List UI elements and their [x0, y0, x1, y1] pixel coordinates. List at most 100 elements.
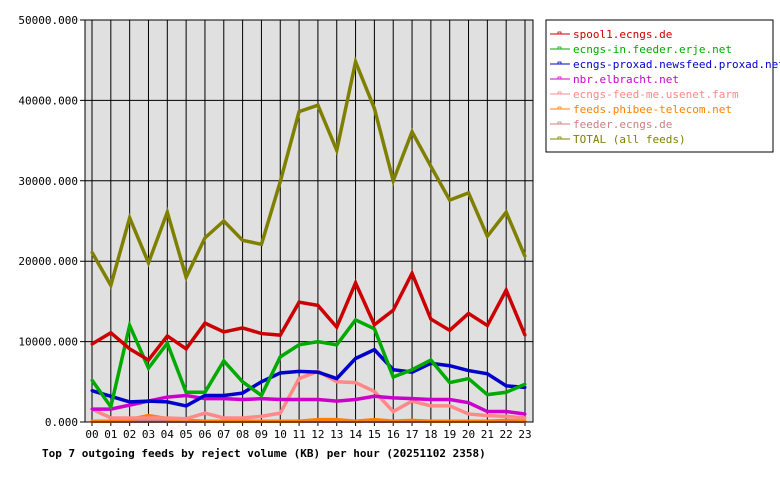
- data-point: [391, 308, 395, 312]
- data-point: [391, 179, 395, 183]
- x-tick-label: 18: [424, 428, 437, 441]
- data-point: [410, 130, 414, 134]
- data-point: [203, 411, 207, 415]
- data-point: [259, 414, 263, 418]
- data-point: [241, 391, 245, 395]
- x-tick-label: 21: [481, 428, 494, 441]
- data-point: [467, 369, 471, 373]
- data-point: [109, 331, 113, 335]
- data-point: [128, 403, 132, 407]
- data-point: [429, 358, 433, 362]
- legend-item: ecngs-feed-me.usenet.farm: [550, 88, 739, 101]
- legend-marker: [557, 91, 562, 95]
- legend-marker: [557, 76, 562, 80]
- data-point: [259, 397, 263, 401]
- data-point: [241, 326, 245, 330]
- data-point: [109, 405, 113, 409]
- x-axis-ticks: 00 01 02 03 04 05 06 07 08 09 10 11 12 13 14 15 16 17 18 19…: [85, 428, 531, 441]
- x-tick-label: 05: [180, 428, 193, 441]
- legend-marker: [557, 46, 562, 50]
- data-point: [467, 377, 471, 381]
- data-point: [278, 180, 282, 184]
- data-point: [278, 333, 282, 337]
- data-point: [241, 380, 245, 384]
- x-tick-label: 14: [349, 428, 363, 441]
- data-point: [354, 381, 358, 385]
- data-point: [90, 342, 94, 346]
- data-point: [278, 411, 282, 415]
- x-tick-label: 20: [462, 428, 475, 441]
- data-point: [128, 347, 132, 351]
- data-point: [504, 390, 508, 394]
- data-point: [128, 400, 132, 404]
- data-point: [504, 414, 508, 418]
- data-point: [241, 416, 245, 420]
- data-point: [354, 356, 358, 360]
- data-point: [429, 164, 433, 168]
- data-point: [222, 219, 226, 223]
- data-point: [184, 393, 188, 397]
- data-point: [335, 377, 339, 381]
- x-tick-label: 22: [500, 428, 513, 441]
- data-point: [222, 416, 226, 420]
- series-line: [92, 393, 526, 416]
- legend-item: ecngs-proxad.newsfeed.proxad.net: [550, 58, 780, 71]
- data-point: [354, 397, 358, 401]
- data-point: [316, 397, 320, 401]
- data-point: [429, 404, 433, 408]
- data-point: [146, 366, 150, 370]
- data-point: [485, 410, 489, 414]
- data-point: [165, 210, 169, 214]
- data-point: [184, 347, 188, 351]
- data-point: [335, 343, 339, 347]
- data-point: [297, 300, 301, 304]
- data-point: [448, 381, 452, 385]
- data-point: [241, 397, 245, 401]
- data-point: [467, 401, 471, 405]
- data-point: [410, 397, 414, 401]
- x-tick-label: 13: [330, 428, 343, 441]
- data-point: [429, 317, 433, 321]
- data-point: [523, 412, 527, 416]
- data-point: [316, 340, 320, 344]
- data-point: [297, 343, 301, 347]
- chart-title: Top 7 outgoing feeds by reject volume (K…: [42, 447, 486, 460]
- y-tick-label: 20000.000: [18, 255, 78, 268]
- series-1: [90, 317, 527, 411]
- data-point: [222, 359, 226, 363]
- legend-label: feeds.phibee-telecom.net: [573, 103, 732, 116]
- data-point: [184, 404, 188, 408]
- x-tick-label: 12: [311, 428, 324, 441]
- legend-marker: [557, 61, 562, 65]
- data-point: [448, 198, 452, 202]
- data-point: [184, 390, 188, 394]
- data-point: [391, 396, 395, 400]
- data-point: [410, 368, 414, 372]
- data-point: [259, 242, 263, 246]
- data-point: [146, 261, 150, 265]
- data-point: [184, 275, 188, 279]
- x-tick-label: 04: [161, 428, 175, 441]
- data-point: [410, 271, 414, 275]
- legend-marker: [557, 106, 562, 110]
- data-point: [410, 418, 414, 422]
- data-point: [372, 394, 376, 398]
- data-point: [146, 416, 150, 420]
- data-point: [448, 364, 452, 368]
- data-point: [485, 414, 489, 418]
- legend-label: spool1.ecngs.de: [573, 28, 672, 41]
- data-point: [523, 333, 527, 337]
- data-point: [90, 250, 94, 254]
- data-point: [128, 324, 132, 328]
- plot-border: [84, 19, 534, 423]
- data-point: [372, 418, 376, 422]
- data-point: [222, 397, 226, 401]
- legend-item: ecngs-in.feeder.erje.net: [550, 43, 732, 56]
- y-tick-label: 10000.000: [18, 336, 78, 349]
- x-tick-label: 15: [368, 428, 381, 441]
- data-point: [278, 355, 282, 359]
- data-point: [90, 378, 94, 382]
- data-point: [448, 404, 452, 408]
- y-tick-label: 30000.000: [18, 175, 78, 188]
